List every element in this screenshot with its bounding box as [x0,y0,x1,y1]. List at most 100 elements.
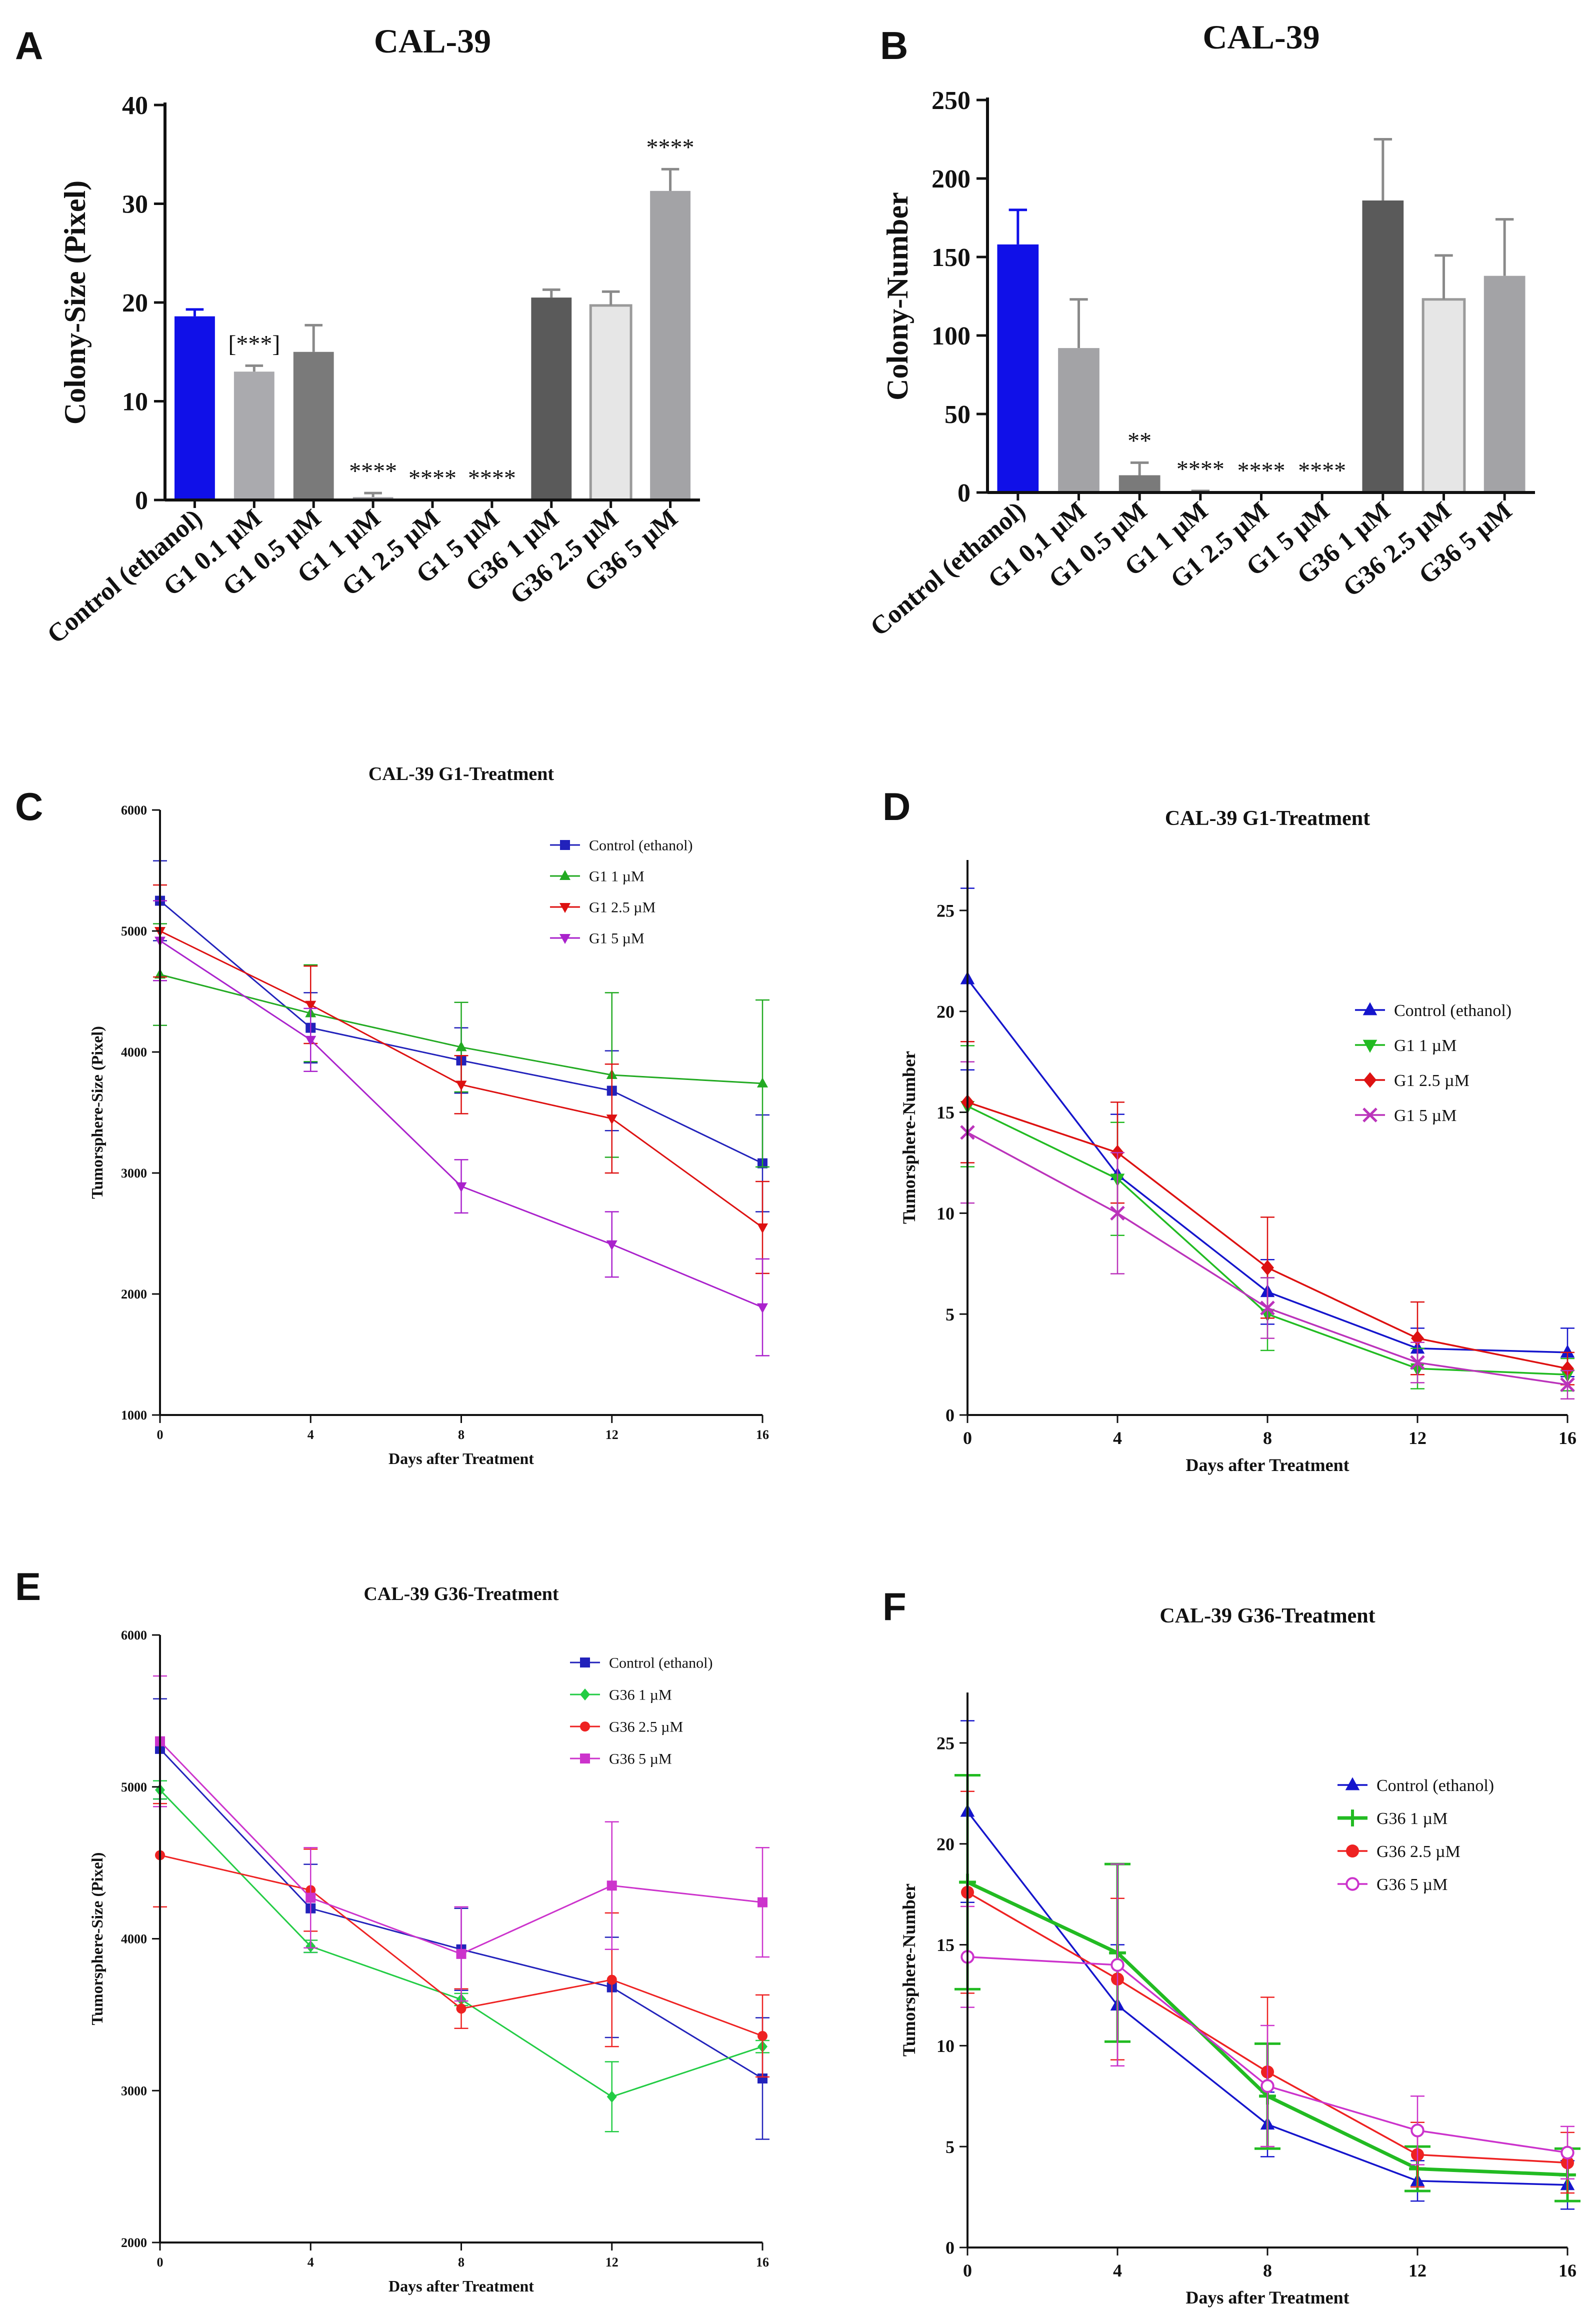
E-legend-marker-2 [580,1722,590,1732]
E-ytick-label-1: 3000 [121,2084,147,2098]
F-legend-marker-3 [1346,1877,1360,1891]
D-xtick-label-4: 16 [1558,1428,1576,1448]
C-ytick-label-5: 6000 [121,803,147,818]
C-ytick-label-0: 1000 [121,1408,147,1422]
C-point-2-4 [757,1223,768,1234]
D-xtick-label-0: 0 [963,1428,972,1448]
D-legend-label-2: G1 2.5 µM [1394,1072,1470,1090]
A-significance-1: [***] [228,330,280,357]
D-y-axis-label: Tumorsphere-Number [899,1051,919,1224]
E-ytick-label-3: 5000 [121,1780,147,1794]
C-legend-label-2: G1 2.5 µM [589,900,656,916]
F-chart-title: CAL-39 G36-Treatment [1160,1604,1375,1628]
panel-letter-F: F [882,1584,906,1628]
D-xtick-label-2: 8 [1263,1428,1272,1448]
panel-letter-E: E [15,1564,41,1608]
E-point-2-4 [758,2030,768,2041]
B-bar-0 [997,244,1039,492]
F-ytick-label-2: 10 [936,2036,954,2056]
D-point-3-4 [1560,1377,1575,1392]
E-point-0-4 [758,2073,768,2084]
panel-E: E CAL-39 G36-Treatment Control (ethanol) G3… [15,1564,770,2295]
C-xtick-label-4: 16 [756,1428,769,1442]
E-xtick-label-0: 0 [157,2255,164,2270]
C-ytick-label-3: 4000 [121,1045,147,1060]
F-xtick-label-1: 4 [1113,2260,1122,2280]
E-point-2-3 [606,1974,617,1985]
F-point-3-3 [1410,2124,1424,2138]
E-legend-marker-3 [580,1754,590,1764]
B-ytick-label-3: 150 [932,244,970,272]
C-legend-label-3: G1 5 µM [589,930,644,947]
E-x-axis-label: Days after Treatment [388,2277,534,2295]
C-point-2-3 [606,1114,618,1125]
A-significance-4: **** [408,465,456,492]
A-significance-8: **** [646,134,694,160]
A-bar-7 [589,304,632,502]
D-legend-marker-2 [1364,1072,1376,1088]
C-ytick-label-1: 2000 [121,1287,147,1302]
C-ytick-label-4: 5000 [121,924,147,938]
E-xtick-label-4: 16 [756,2255,769,2270]
B-ytick-label-2: 100 [932,322,970,350]
F-legend-label-1: G36 1 µM [1376,1810,1448,1828]
E-series-2 [153,1802,770,2078]
A-bar-8 [650,190,690,500]
A-chart-title: CAL-39 [374,22,491,60]
C-point-3-1 [305,1036,316,1046]
D-ytick-label-2: 10 [936,1204,954,1224]
panel-letter-A: A [15,24,43,68]
B-ytick-label-1: 50 [944,400,970,429]
C-legend-marker-2 [560,903,570,913]
F-legend-label-2: G36 2.5 µM [1376,1842,1460,1861]
D-point-3-3 [1410,1355,1425,1370]
A-bar-0 [174,316,215,500]
E-chart-title: CAL-39 G36-Treatment [364,1584,558,1604]
E-point-1-3 [606,2090,617,2103]
D-legend-marker-0 [1362,1002,1378,1016]
B-bar-7 [1422,298,1466,494]
panel-C: C CAL-39 G1-Treatment Control (ethanol) G1 … [15,764,770,1468]
panel-F: F CAL-39 G36-Treatment Control (ethanol) G3… [882,1584,1580,2308]
D-chart-title: CAL-39 G1-Treatment [1165,807,1370,830]
E-point-2-2 [456,2004,466,2014]
E-legend-label-3: G36 5 µM [609,1751,672,1768]
C-xtick-label-3: 12 [606,1428,618,1442]
A-bar-2 [293,352,334,500]
F-ytick-label-1: 5 [946,2137,954,2157]
F-legend-marker-1 [1344,1810,1361,1826]
F-legend-label-0: Control (ethanol) [1376,1776,1494,1795]
D-point-3-2 [1260,1300,1275,1316]
C-point-3-4 [757,1303,768,1314]
F-ytick-label-0: 0 [946,2238,954,2258]
D-legend-label-1: G1 1 µM [1394,1036,1456,1055]
F-y-axis-label: Tumorsphere-Number [899,1884,919,2056]
D-xtick-label-1: 4 [1113,1428,1122,1448]
E-point-3-1 [306,1892,316,1903]
F-point-3-4 [1560,2146,1574,2160]
F-xtick-label-4: 16 [1558,2260,1576,2280]
C-legend-label-1: G1 1 µM [589,868,644,885]
A-bar-6 [531,298,572,500]
F-xtick-label-3: 12 [1408,2260,1426,2280]
C-ytick-label-2: 3000 [121,1166,147,1180]
E-legend-marker-1 [580,1688,590,1700]
E-ytick-label-2: 4000 [121,1932,147,1946]
C-chart-title: CAL-39 G1-Treatment [368,764,554,784]
A-significance-3: **** [349,458,397,484]
C-legend-marker-1 [560,870,570,880]
A-ytick-label-3: 30 [122,190,148,219]
B-bar-6 [1362,200,1404,493]
D-x-axis-label: Days after Treatment [1186,1455,1349,1475]
C-legend-marker-3 [560,934,570,944]
D-legend-marker-3 [1362,1108,1378,1122]
D-ytick-label-3: 15 [936,1102,954,1122]
D-point-0-4 [1560,1344,1575,1358]
panel-letter-D: D [882,784,910,828]
C-point-3-2 [456,1182,467,1192]
F-legend-marker-2 [1346,1844,1359,1858]
C-point-3-3 [606,1240,618,1250]
F-ytick-label-4: 20 [936,1834,954,1854]
C-point-1-4 [757,1077,768,1088]
